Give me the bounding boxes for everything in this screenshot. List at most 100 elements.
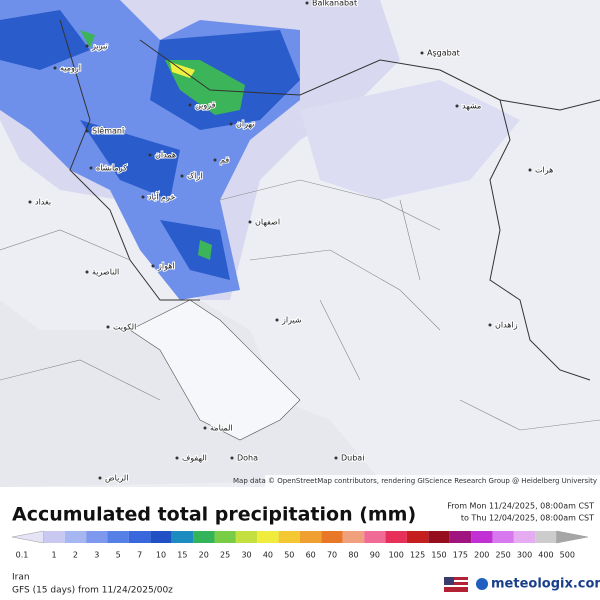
legend-label: 500 (560, 551, 575, 560)
legend-label: 7 (137, 551, 142, 560)
legend-swatch (43, 531, 65, 543)
city-dot (28, 200, 32, 204)
city-label: زاهدان (495, 321, 518, 330)
legend-swatch (235, 531, 258, 543)
legend-label: 125 (410, 551, 425, 560)
legend-label: 80 (348, 551, 358, 560)
legend-swatch (11, 530, 44, 544)
model-run: GFS (15 days) from 11/24/2025/00z (12, 586, 173, 596)
info-panel: Accumulated total precipitation (mm) Fro… (11, 502, 600, 596)
legend-swatch (171, 531, 194, 543)
legend-label: 175 (453, 551, 468, 560)
city-label: قم (220, 156, 229, 165)
legend-label: 2 (73, 551, 78, 560)
legend-swatch (406, 531, 429, 543)
legend-swatch (535, 531, 557, 543)
city-label: تهران (236, 120, 254, 129)
city-label: Doha (237, 454, 258, 463)
city-dot (98, 476, 102, 480)
city-dot (213, 158, 217, 162)
flag-stripe (444, 580, 468, 582)
legend-swatch (257, 531, 279, 543)
city-dot (53, 66, 57, 70)
legend-label: 15 (177, 551, 187, 560)
legend-swatch (321, 531, 343, 543)
legend-label: 300 (517, 551, 532, 560)
legend-swatch (278, 531, 300, 543)
city-dot (203, 426, 207, 430)
city-label: الكويت (113, 323, 136, 332)
legend-swatch (513, 531, 536, 543)
city-label: ارومیه (60, 64, 81, 73)
legend-label: 60 (306, 551, 316, 560)
city-dot (230, 456, 234, 460)
legend-swatch (193, 531, 215, 543)
legend-label: 30 (241, 551, 251, 560)
city-dot (85, 44, 89, 48)
legend-swatch (64, 531, 87, 543)
legend-swatch (364, 531, 386, 543)
city-label: قزوین (195, 101, 216, 110)
brand[interactable]: meteologix.com (491, 577, 600, 592)
city-label: اراک (187, 172, 202, 181)
legend-swatch (385, 531, 407, 543)
logo-icon (476, 578, 488, 590)
legend-label: 400 (538, 551, 553, 560)
gulf (129, 299, 301, 441)
region: Iran (12, 573, 30, 583)
city-dot (229, 122, 233, 126)
city-label: Balkanabat (312, 0, 357, 8)
legend-label: 100 (389, 551, 404, 560)
legend-label: 40 (263, 551, 273, 560)
city-label: مشهد (462, 102, 481, 111)
legend-label: 70 (327, 551, 337, 560)
city-dot (175, 456, 179, 460)
city-label: Slêmanî (92, 126, 125, 136)
province-line (0, 179, 600, 431)
border-line (139, 39, 591, 381)
legend-label: 150 (431, 551, 446, 560)
city-dot (305, 1, 309, 5)
legend-swatch (342, 531, 365, 543)
flag-stripe (444, 585, 468, 587)
city-label: تبریز (91, 42, 108, 51)
city-dot (180, 174, 184, 178)
attribution-bg (265, 475, 600, 487)
city-label: المنامة (210, 424, 233, 433)
city-dot (488, 323, 492, 327)
legend-label: 25 (220, 551, 230, 560)
city-label: کرمانشاه (96, 164, 127, 173)
legend-label: 200 (474, 551, 489, 560)
city-label: Aşgabat (427, 49, 460, 58)
legend-label: 90 (370, 551, 380, 560)
city-dot (106, 325, 110, 329)
city-dot (148, 153, 152, 157)
legend-swatch (471, 531, 493, 543)
city-label: بغداد (35, 198, 51, 207)
city-label: اهواز (157, 262, 175, 271)
legend-swatch (214, 531, 236, 543)
city-dot (528, 168, 532, 172)
city-dot (89, 166, 93, 170)
legend-label: 250 (496, 551, 511, 560)
title: Accumulated total precipitation (mm) (12, 504, 416, 526)
city-label: اصفهان (255, 218, 280, 227)
legend-swatch (492, 531, 514, 543)
flag (444, 577, 468, 592)
legend-swatch (107, 531, 129, 543)
city-dot (151, 264, 155, 268)
city-dot (275, 318, 279, 322)
legend-label: 0.1 (16, 551, 29, 560)
legend-label: 1 (52, 551, 57, 560)
city-dot (455, 104, 459, 108)
legend-label: 20 (199, 551, 209, 560)
city-dot (334, 456, 338, 460)
city-dot (248, 220, 252, 224)
legend-swatch (556, 530, 589, 544)
city-dot (85, 270, 89, 274)
city-dot (420, 51, 424, 55)
provinces (0, 179, 600, 431)
date-from: From Mon 11/24/2025, 08:00am CST (447, 502, 594, 511)
city-label: الهفوف (182, 454, 207, 463)
